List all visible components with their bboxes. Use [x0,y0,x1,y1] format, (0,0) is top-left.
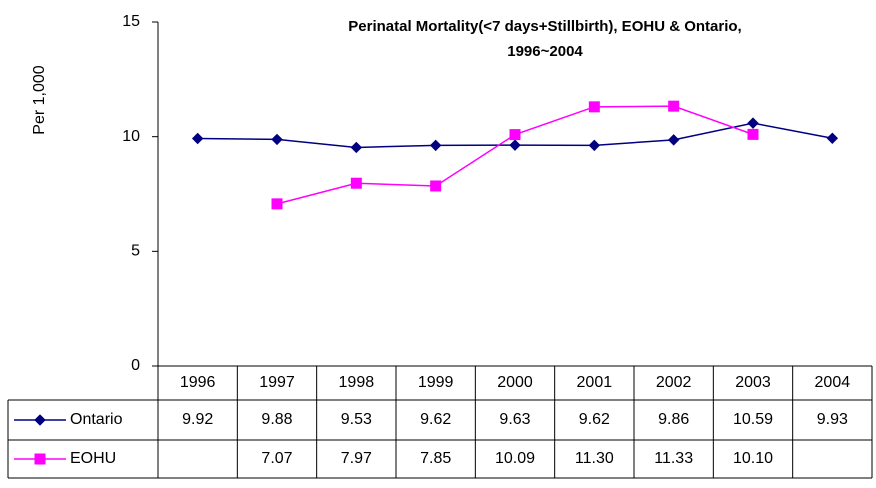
data-point [429,139,442,152]
x-tick-label: 1998 [339,374,375,391]
y-axis-label: Per 1,000 [31,65,48,134]
data-label: 9.88 [261,411,292,428]
x-tick-label: 1997 [259,374,295,391]
y-tick-label: 0 [131,357,140,374]
legend-label: Ontario [70,411,123,428]
data-label: 7.85 [420,450,451,467]
data-point [509,129,521,141]
x-tick-label: 2001 [577,374,613,391]
chart-title: 1996~2004 [507,43,583,60]
x-tick-label: 2002 [656,374,692,391]
legend-marker [34,414,46,426]
x-tick-label: 1996 [180,374,216,391]
data-point [747,128,759,140]
data-point [271,133,283,146]
chart-title: Perinatal Mortality(<7 days+Stillbirth),… [348,18,741,35]
legend-marker [34,453,46,465]
data-point [668,100,680,112]
data-point [826,132,839,144]
data-label: 10.09 [495,450,535,467]
x-tick-label: 1999 [418,374,454,391]
data-label: 11.30 [575,450,614,467]
series-line [276,105,754,205]
data-label: 9.63 [499,411,530,428]
data-point [350,141,363,154]
data-point [350,177,362,189]
data-label: 9.53 [341,411,372,428]
data-point [271,198,283,210]
data-label: 10.10 [733,450,773,467]
x-tick-label: 2004 [815,374,851,391]
data-label: 9.62 [579,411,610,428]
data-point [588,139,601,152]
legend-label: EOHU [70,450,116,467]
data-label: 9.92 [182,411,213,428]
data-label: 10.59 [733,411,773,428]
data-point [430,180,442,192]
data-label: 7.97 [341,450,372,467]
y-tick-label: 15 [122,13,140,30]
data-point [191,132,204,145]
data-point [509,139,521,151]
data-point [747,117,759,129]
y-tick-label: 10 [122,128,140,145]
data-point [667,134,680,146]
data-label: 9.62 [420,411,451,428]
x-tick-label: 2003 [735,374,771,391]
data-label: 11.33 [654,450,693,467]
x-tick-label: 2000 [497,374,533,391]
y-tick-label: 5 [131,243,140,260]
data-label: 9.93 [817,411,848,428]
data-label: 7.07 [261,450,292,467]
data-label: 9.86 [658,411,689,428]
data-point [588,101,600,113]
